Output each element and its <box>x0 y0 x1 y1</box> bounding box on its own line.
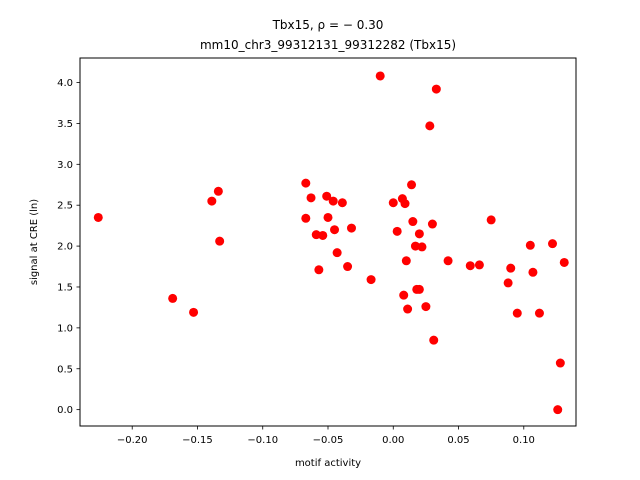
y-axis-label: signal at CRE (ln) <box>29 199 40 285</box>
data-point <box>548 239 558 249</box>
data-point <box>417 242 427 252</box>
data-point <box>311 230 321 240</box>
data-point <box>375 71 385 81</box>
data-point <box>421 302 431 312</box>
data-point <box>408 217 418 227</box>
y-tick-label: 1.5 <box>57 282 73 293</box>
data-point <box>443 256 453 266</box>
y-tick-label: 2.0 <box>57 242 73 253</box>
chart-title-line1-text: Tbx15, ρ = − 0.30 <box>272 18 384 32</box>
y-tick-label: 4.0 <box>57 78 73 89</box>
data-point <box>555 358 565 368</box>
data-point <box>189 307 199 317</box>
x-tick-label: 0.05 <box>447 435 469 446</box>
data-point <box>414 229 424 239</box>
data-point <box>401 256 411 266</box>
data-point <box>425 121 435 131</box>
x-axis-ticks: −0.20 −0.15 −0.10 −0.05 0.00 0.05 0.10 <box>117 426 535 446</box>
data-point <box>388 198 398 208</box>
data-point <box>559 257 569 267</box>
data-point <box>337 198 347 208</box>
data-point <box>392 226 402 236</box>
data-point <box>506 263 516 273</box>
data-point <box>168 293 178 303</box>
y-axis-label-text: signal at CRE (ln) <box>29 199 40 285</box>
data-points <box>93 71 569 415</box>
data-point <box>343 262 353 272</box>
data-point <box>215 236 225 246</box>
data-point <box>399 290 409 300</box>
data-point <box>431 84 441 94</box>
y-tick-label: 0.5 <box>57 364 73 375</box>
data-point <box>528 267 538 277</box>
x-tick-label: −0.05 <box>313 435 344 446</box>
data-point <box>332 248 342 258</box>
data-point <box>322 191 332 201</box>
x-tick-label: −0.15 <box>182 435 213 446</box>
plot-area: −0.20 −0.15 −0.10 −0.05 0.00 0.05 0.10 0.0 0.5 1… <box>57 57 577 446</box>
data-point <box>525 240 535 250</box>
y-axis-ticks: 0.0 0.5 1.0 1.5 2.0 2.5 3.0 3.5 4.0 <box>57 78 80 416</box>
chart-title-line2: mm10_chr3_99312131_99312282 (Tbx15) <box>200 38 456 52</box>
data-point <box>534 308 544 318</box>
data-point <box>207 196 217 206</box>
data-point <box>330 225 340 235</box>
data-point <box>314 265 324 275</box>
data-point <box>427 219 437 229</box>
data-point <box>366 275 376 285</box>
data-point <box>403 304 413 314</box>
data-point <box>465 261 475 271</box>
y-tick-label: 1.0 <box>57 323 73 334</box>
data-point <box>93 212 103 222</box>
data-point <box>553 405 563 415</box>
data-point <box>400 199 410 209</box>
data-point <box>301 178 311 188</box>
x-axis-label: motif activity <box>295 458 361 469</box>
data-point <box>328 196 338 206</box>
data-point <box>410 241 420 251</box>
data-point <box>407 180 417 190</box>
y-tick-label: 2.5 <box>57 201 73 212</box>
x-tick-label: 0.00 <box>382 435 404 446</box>
data-point <box>323 212 333 222</box>
data-point <box>503 278 513 288</box>
data-point <box>429 335 439 345</box>
data-point <box>512 308 522 318</box>
x-tick-label: −0.20 <box>117 435 148 446</box>
y-tick-label: 0.0 <box>57 405 73 416</box>
data-point <box>318 230 328 240</box>
data-point <box>213 186 223 196</box>
y-tick-label: 3.5 <box>57 119 73 130</box>
x-tick-label: −0.10 <box>247 435 278 446</box>
data-point <box>306 193 316 203</box>
data-point <box>301 213 311 223</box>
chart-title-line1: Tbx15, ρ = − 0.30 <box>272 18 384 32</box>
y-tick-label: 3.0 <box>57 160 73 171</box>
data-point <box>474 260 484 270</box>
data-point <box>414 284 424 294</box>
data-point <box>486 215 496 225</box>
x-tick-label: 0.10 <box>513 435 535 446</box>
data-point <box>346 223 356 233</box>
